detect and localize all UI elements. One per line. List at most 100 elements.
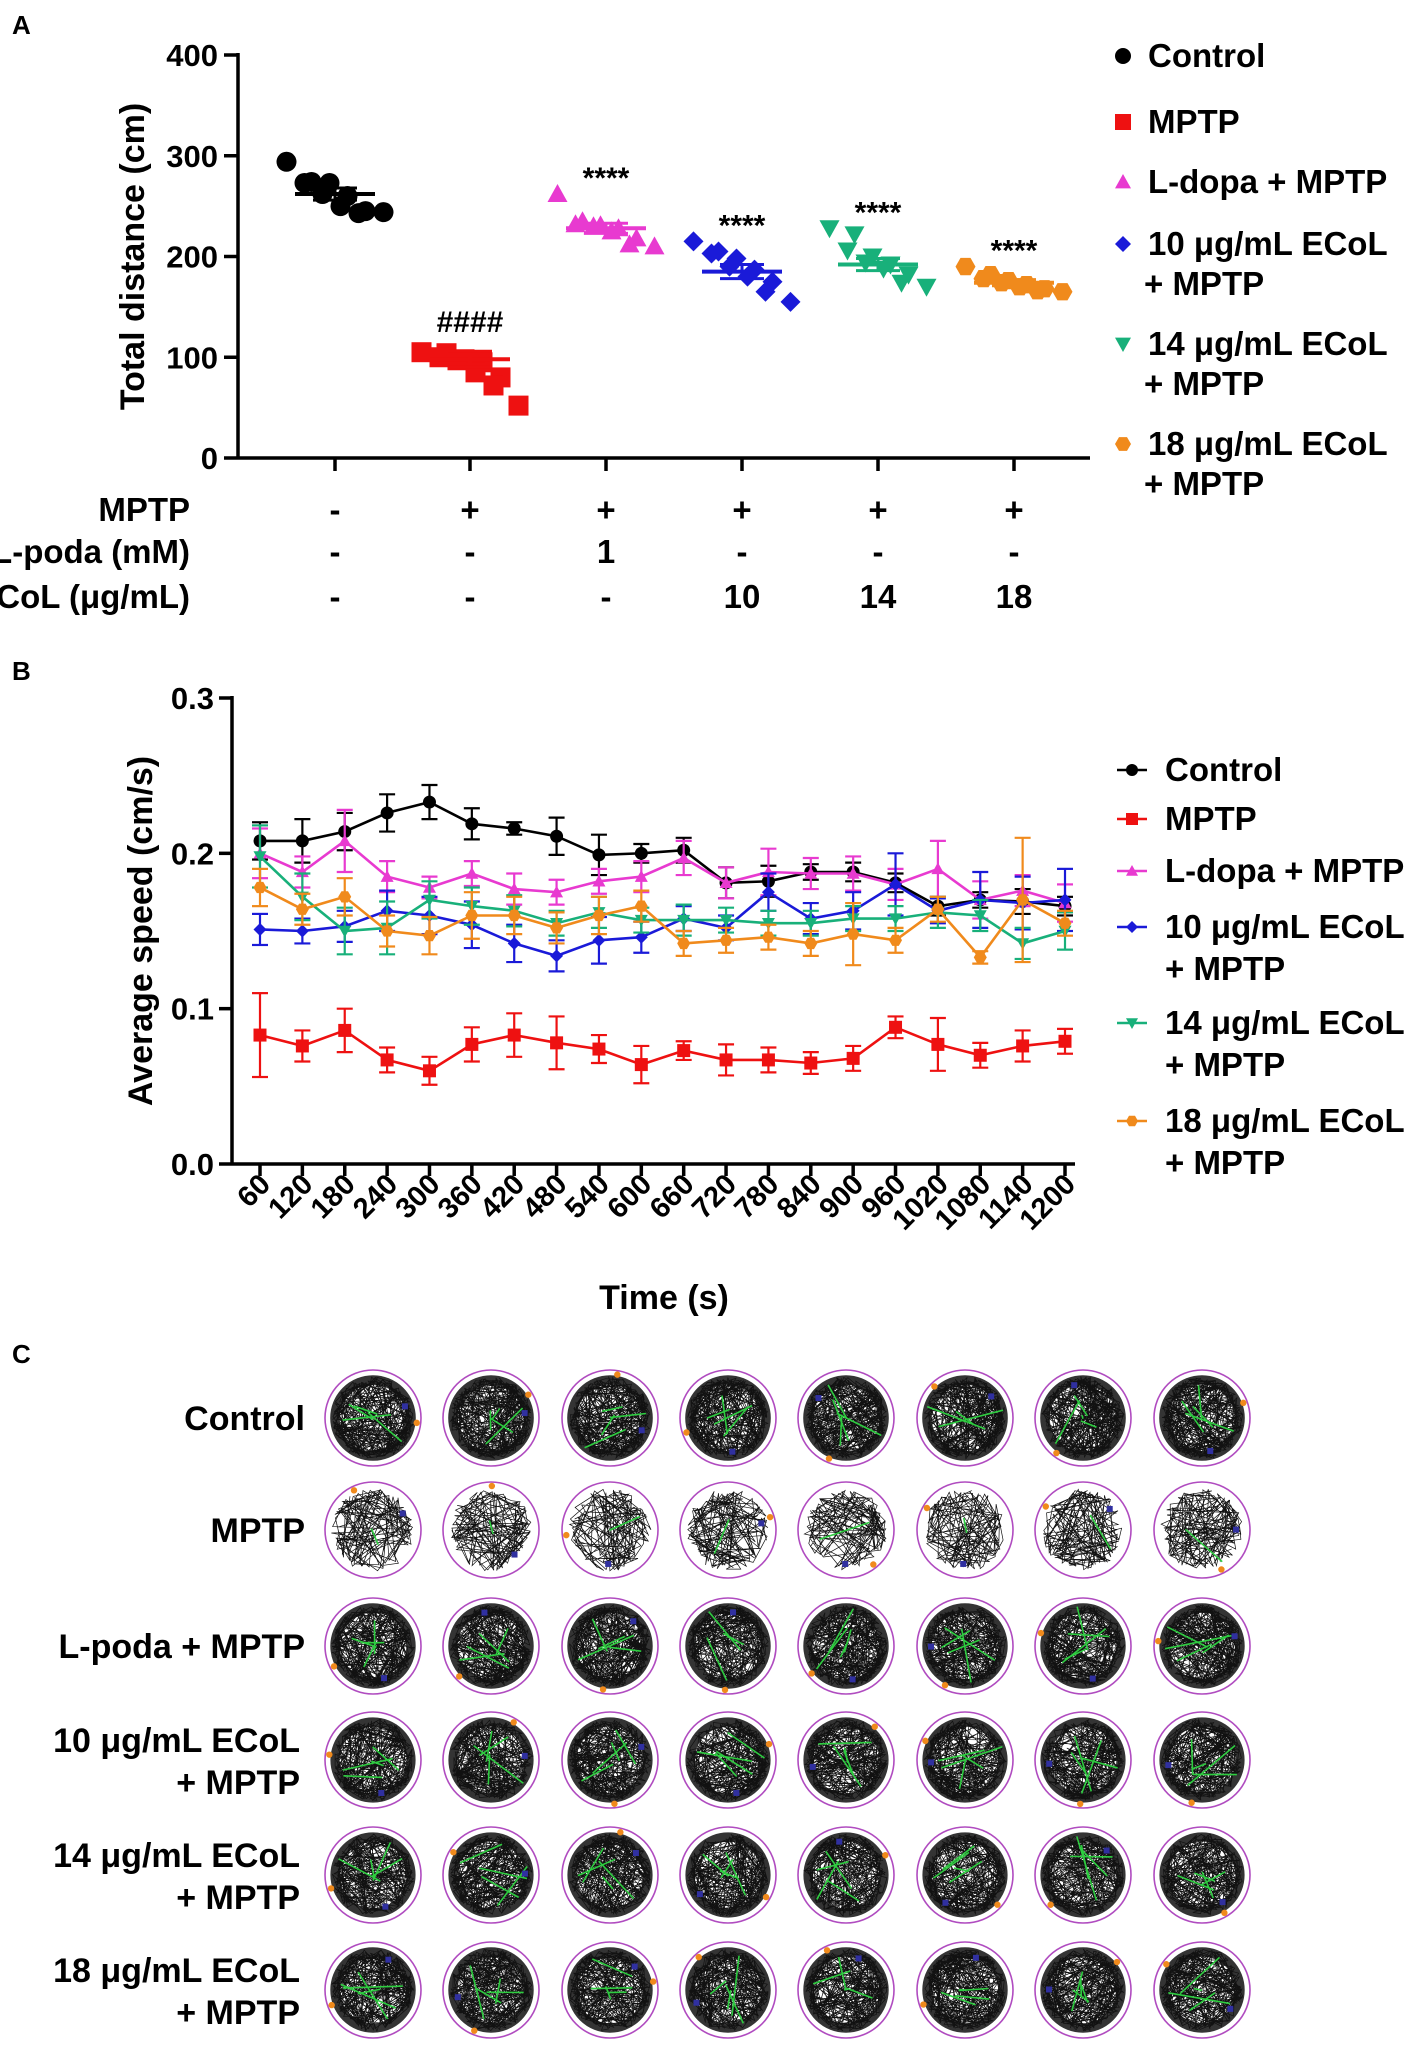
fast-segment bbox=[1079, 1979, 1083, 1998]
arena-ring bbox=[797, 1711, 895, 1809]
significance-label: **** bbox=[991, 235, 1038, 268]
track-arena bbox=[324, 1481, 422, 1579]
fast-segment bbox=[1073, 1395, 1089, 1417]
fast-segment bbox=[342, 1413, 392, 1421]
track-arena bbox=[679, 1941, 777, 2039]
fast-segment bbox=[843, 1629, 852, 1653]
data-point bbox=[973, 910, 987, 922]
fast-segment bbox=[947, 1639, 980, 1654]
fast-segment bbox=[955, 1410, 975, 1426]
data-point bbox=[253, 851, 267, 863]
start-marker bbox=[871, 1723, 878, 1730]
fast-segment bbox=[1080, 1740, 1103, 1794]
fast-segment bbox=[1070, 1751, 1087, 1775]
data-point bbox=[761, 1053, 775, 1067]
data-point bbox=[804, 918, 818, 930]
start-marker bbox=[413, 1419, 420, 1427]
arena-ring bbox=[442, 1711, 540, 1809]
legend-label: 14 μg/mL ECoL bbox=[1148, 325, 1388, 362]
fast-segment bbox=[727, 1731, 765, 1759]
fast-segment bbox=[591, 1618, 608, 1652]
fast-segment bbox=[600, 1414, 616, 1436]
start-marker bbox=[765, 1740, 773, 1748]
y-tick-label: 200 bbox=[166, 240, 218, 275]
panel-a-letter: A bbox=[12, 10, 31, 40]
movement-path bbox=[1161, 1377, 1244, 1459]
data-point bbox=[844, 226, 865, 245]
start-marker bbox=[617, 1829, 624, 1836]
data-point bbox=[837, 242, 858, 261]
data-point bbox=[634, 846, 648, 860]
data-point bbox=[465, 817, 479, 831]
row-label: 10 μg/mL ECoL bbox=[53, 1722, 300, 1760]
legend-marker bbox=[1115, 174, 1131, 189]
data-point bbox=[719, 914, 733, 927]
fast-segment bbox=[962, 1517, 968, 1533]
end-marker bbox=[733, 1789, 740, 1796]
treatment-cell: 18 bbox=[996, 578, 1033, 615]
track-arena bbox=[324, 1941, 422, 2039]
end-marker bbox=[521, 1752, 528, 1759]
fast-segment bbox=[1181, 1400, 1205, 1433]
track-arena bbox=[679, 1369, 777, 1467]
series-control bbox=[252, 783, 1073, 917]
fast-segment bbox=[371, 1857, 403, 1878]
track-arena bbox=[442, 1826, 540, 1924]
legend-label: 18 μg/mL ECoL bbox=[1148, 425, 1388, 462]
data-point bbox=[592, 1042, 606, 1056]
end-marker bbox=[382, 1903, 389, 1910]
data-point bbox=[619, 234, 640, 253]
series-line bbox=[259, 886, 1066, 960]
track-arena bbox=[797, 1941, 895, 2039]
start-marker bbox=[471, 2027, 478, 2034]
data-point bbox=[508, 395, 529, 416]
start-marker bbox=[649, 1978, 657, 1985]
data-point bbox=[465, 909, 479, 922]
end-marker bbox=[631, 1963, 638, 1970]
fast-segment bbox=[836, 1412, 882, 1437]
fast-segment bbox=[837, 1956, 847, 1991]
fast-segment bbox=[1070, 1855, 1113, 1858]
start-marker bbox=[931, 1383, 938, 1390]
legend-label: MPTP bbox=[1148, 103, 1240, 140]
arena-ring bbox=[442, 1481, 540, 1579]
data-point bbox=[253, 922, 267, 936]
start-marker bbox=[762, 1893, 770, 1901]
fast-segment bbox=[831, 1399, 850, 1441]
row-label: Control bbox=[184, 1400, 305, 1438]
start-marker bbox=[1240, 1399, 1247, 1407]
fast-segment bbox=[614, 1729, 637, 1765]
fast-segment bbox=[706, 1408, 730, 1419]
start-marker bbox=[525, 1391, 532, 1398]
group-control bbox=[276, 151, 394, 224]
data-point bbox=[276, 151, 297, 172]
track-arena bbox=[442, 1711, 540, 1809]
end-marker bbox=[605, 1560, 612, 1567]
data-point bbox=[411, 342, 432, 363]
legend-marker bbox=[1115, 114, 1131, 130]
track-arena bbox=[324, 1826, 422, 1924]
data-point bbox=[550, 922, 564, 934]
series-14-g-ml-ecol-mptp bbox=[252, 824, 1073, 961]
movement-path bbox=[331, 1833, 415, 1915]
end-marker bbox=[836, 1838, 843, 1845]
track-arena bbox=[916, 1826, 1014, 1924]
track-arena bbox=[442, 1481, 540, 1579]
data-point bbox=[634, 1058, 648, 1072]
fast-segment bbox=[1192, 1405, 1214, 1428]
data-point bbox=[973, 951, 987, 963]
track-arena bbox=[1153, 1941, 1251, 2039]
arena-ring bbox=[1153, 1941, 1251, 2039]
fast-segment bbox=[702, 1853, 729, 1877]
data-point bbox=[1058, 917, 1072, 929]
treatment-cell: - bbox=[601, 578, 612, 615]
track-arena bbox=[324, 1597, 422, 1695]
start-marker bbox=[683, 1429, 690, 1436]
data-point bbox=[1016, 1039, 1030, 1053]
movement-path bbox=[1041, 1376, 1125, 1460]
start-marker bbox=[941, 1681, 949, 1689]
data-point bbox=[719, 1053, 733, 1067]
fast-segment bbox=[609, 1646, 642, 1652]
fast-segment bbox=[466, 1645, 510, 1669]
data-point bbox=[683, 231, 704, 252]
